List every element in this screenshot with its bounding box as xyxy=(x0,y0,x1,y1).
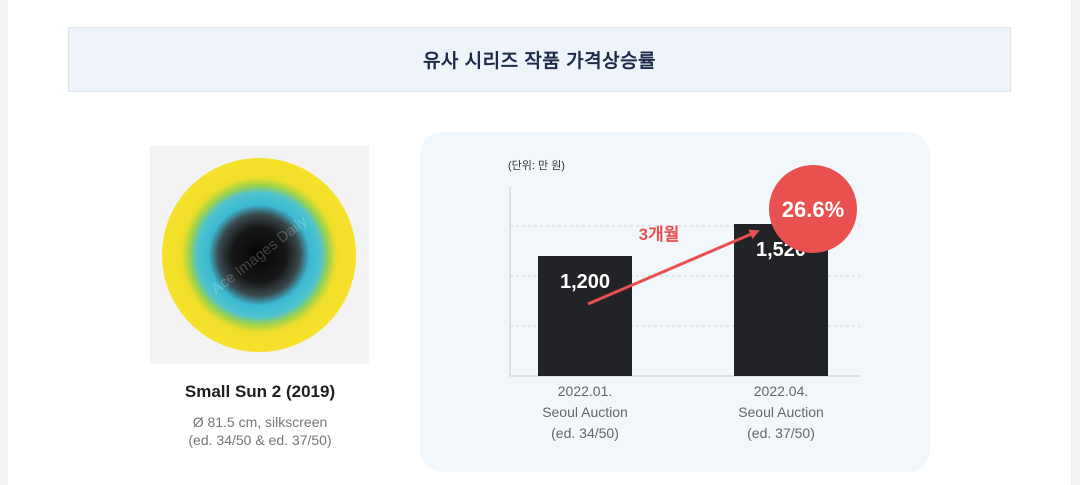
x-tick-label-2-2: Seoul Auction xyxy=(738,404,824,420)
bar-value-label-1: 1,200 xyxy=(560,271,610,293)
growth-rate-bubble xyxy=(769,165,857,253)
artwork-image: Ace Images Daily xyxy=(150,146,369,364)
unit-label: (단위: 만 원) xyxy=(508,159,565,172)
page-card: 유사 시리즈 작품 가격상승률 Ace Images Daily Small xyxy=(8,0,1071,485)
section-title: 유사 시리즈 작품 가격상승률 xyxy=(422,51,657,72)
x-tick-label-1-1: 2022.01. xyxy=(558,383,613,399)
x-tick-label-1-2: Seoul Auction xyxy=(542,404,628,420)
x-tick-label-2-1: 2022.04. xyxy=(754,383,809,399)
artwork-title: Small Sun 2 (2019) xyxy=(184,382,336,401)
chart-panel: (단위: 만 원) 1,200 2022.01. Seoul Auction (ed. … xyxy=(420,132,930,472)
price-chart: (단위: 만 원) 1,200 2022.01. Seoul Auction (ed. … xyxy=(508,159,860,441)
section-header: 유사 시리즈 작품 가격상승률 xyxy=(68,27,1011,92)
growth-arrow xyxy=(587,229,760,306)
period-label: 3개월 xyxy=(639,225,680,244)
bar-1 xyxy=(538,256,632,376)
artwork-desc-line2: (ed. 34/50 & ed. 37/50) xyxy=(188,432,332,448)
growth-rate-label: 26.6% xyxy=(782,197,844,222)
x-tick-label-1-3: (ed. 34/50) xyxy=(551,425,619,441)
artwork-desc-line1: Ø 81.5 cm, silkscreen xyxy=(192,414,328,430)
x-tick-label-2-3: (ed. 37/50) xyxy=(747,425,815,441)
